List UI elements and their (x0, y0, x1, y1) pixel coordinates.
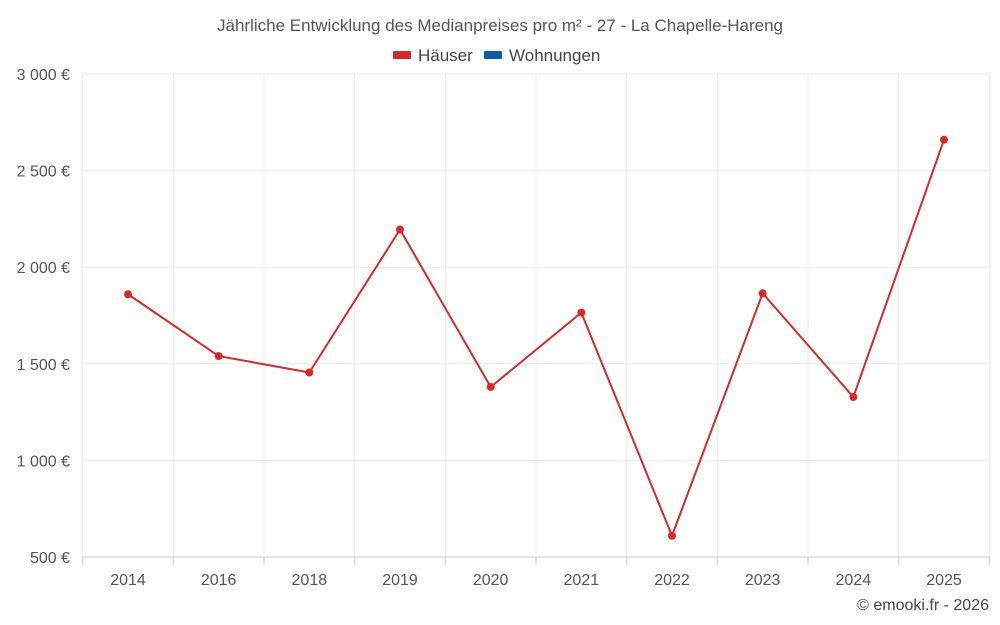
data-point-haeuser[interactable] (396, 225, 404, 234)
credit-text: © emooki.fr - 2026 (857, 597, 989, 614)
data-point-haeuser[interactable] (849, 393, 858, 402)
data-point-haeuser[interactable] (668, 531, 676, 540)
legend-swatch-haeuser (393, 51, 411, 59)
x-tick-label: 2024 (836, 572, 872, 589)
x-tick-label: 2022 (654, 572, 690, 589)
y-tick-label: 2 500 € (17, 164, 70, 181)
data-point-haeuser[interactable] (758, 289, 767, 298)
data-point-haeuser[interactable] (124, 290, 132, 299)
x-tick-label: 2023 (745, 572, 781, 589)
legend-item-wohnungen[interactable]: Wohnungen (484, 46, 600, 65)
legend-swatch-wohnungen (484, 51, 502, 59)
data-point-haeuser[interactable] (577, 308, 586, 317)
x-tick-label: 2019 (382, 572, 418, 589)
legend: Häuser Wohnungen (393, 46, 600, 65)
x-tick-label: 2021 (564, 572, 600, 589)
x-tick-label: 2014 (110, 572, 146, 589)
y-axis-ticks: 500 € 1 000 € 1 500 € 2 000 € 2 500 € 3 000 € (17, 67, 70, 567)
data-point-haeuser[interactable] (305, 368, 314, 377)
x-tick-label: 2016 (201, 572, 237, 589)
y-tick-label: 500 € (30, 550, 70, 567)
data-point-haeuser[interactable] (214, 352, 223, 361)
series-layer (124, 135, 948, 540)
chart-title: Jährliche Entwicklung des Medianpreises … (217, 16, 783, 35)
y-tick-label: 2 000 € (17, 260, 70, 277)
legend-item-haeuser[interactable]: Häuser (393, 46, 473, 65)
data-point-haeuser[interactable] (940, 135, 948, 144)
x-tick-label: 2025 (926, 572, 962, 589)
legend-label-haeuser: Häuser (418, 46, 473, 65)
y-tick-label: 1 000 € (17, 453, 70, 470)
y-tick-label: 3 000 € (17, 67, 70, 84)
x-tick-label: 2020 (473, 572, 509, 589)
series-line-haeuser (127, 139, 945, 537)
y-tick-label: 1 500 € (17, 357, 70, 374)
x-gridlines (82, 74, 990, 565)
data-point-haeuser[interactable] (486, 382, 495, 391)
x-tick-label: 2018 (292, 572, 328, 589)
legend-label-wohnungen: Wohnungen (509, 46, 600, 65)
x-axis-ticks: 2014 2016 2018 2019 2020 2021 2022 2023 2024 2025 (110, 572, 962, 589)
